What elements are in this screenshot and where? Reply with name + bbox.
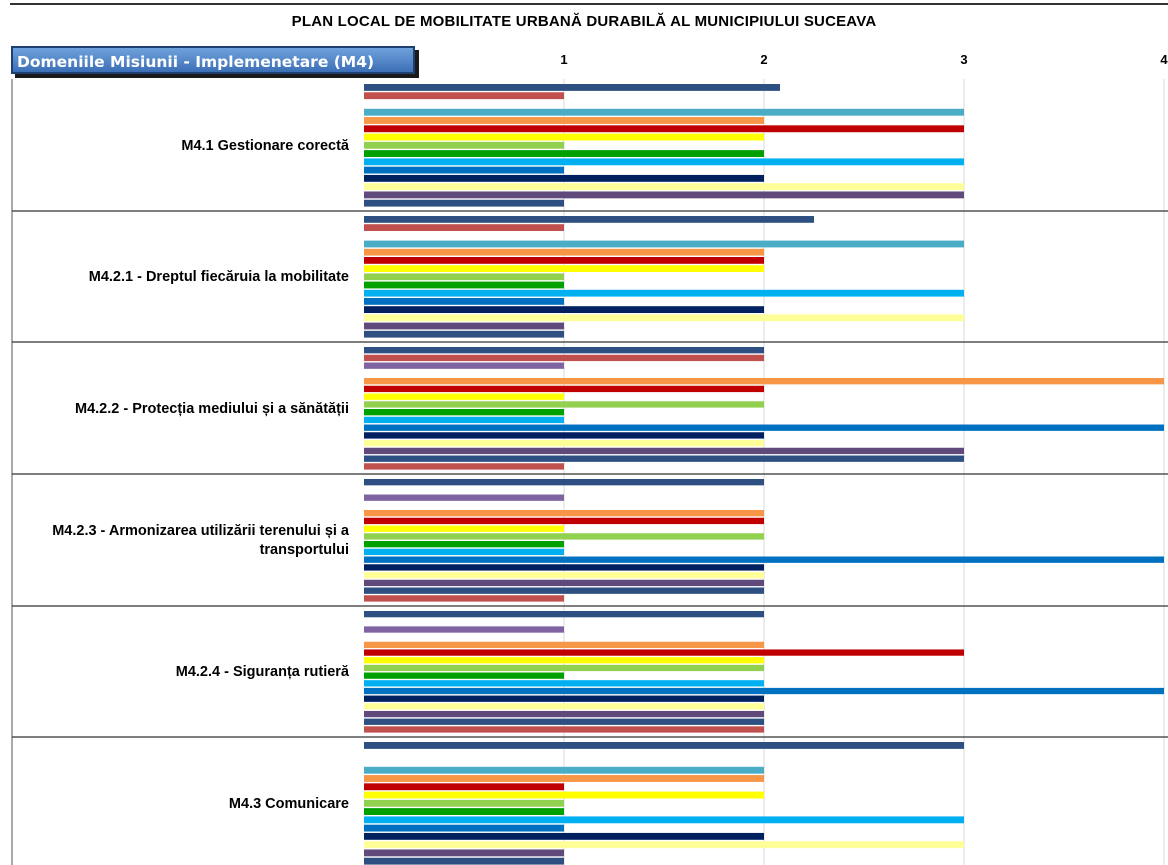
bar [364, 416, 564, 424]
bar [364, 216, 814, 223]
bar [364, 354, 764, 362]
chart-badge-title: Domeniile Misiunii - Implemenetare (M4) [11, 46, 415, 74]
bar [364, 579, 764, 587]
bar [364, 587, 764, 594]
bar [364, 664, 764, 672]
bar [364, 409, 564, 416]
bar [364, 479, 764, 486]
category-label: M4.1 Gestionare corectă [181, 137, 349, 154]
bar [364, 447, 964, 455]
category-label: M4.2.4 - Siguranța rutieră [175, 664, 349, 680]
bar [364, 824, 564, 832]
category-label: M4.3 Comunicare [228, 795, 349, 812]
top-rule [10, 3, 1168, 5]
bar [364, 680, 764, 687]
bar [364, 572, 764, 579]
bar [364, 791, 764, 799]
bar [364, 257, 764, 264]
bar [364, 703, 764, 710]
bar [364, 347, 764, 354]
bar [364, 742, 964, 749]
bar [364, 432, 764, 439]
bar [364, 298, 564, 305]
document-title: PLAN LOCAL DE MOBILITATE URBANĂ DURABILĂ… [291, 13, 877, 30]
bar [364, 92, 564, 100]
bar [364, 525, 564, 532]
bar [364, 494, 564, 501]
bar [364, 401, 764, 408]
x-tick-label: 3 [960, 52, 967, 67]
bar [364, 224, 564, 231]
bar [364, 378, 1164, 385]
bar [364, 174, 764, 182]
bar [364, 362, 564, 369]
bar [364, 649, 964, 656]
bar [364, 455, 964, 462]
bar [364, 816, 964, 824]
bar [364, 306, 764, 313]
bar [364, 158, 964, 166]
bar [364, 314, 964, 322]
bar [364, 641, 764, 649]
bar [364, 322, 564, 330]
bar [364, 841, 964, 849]
bar [364, 510, 764, 517]
bar [364, 117, 764, 124]
bar [364, 849, 564, 857]
bar [364, 548, 564, 556]
x-tick-label: 2 [760, 52, 767, 67]
bar [364, 710, 764, 718]
bar [364, 393, 564, 400]
bar [364, 718, 764, 725]
bar [364, 626, 564, 633]
bar [364, 595, 564, 602]
bar [364, 240, 964, 248]
bar [364, 808, 564, 815]
bar [364, 857, 564, 865]
bar [364, 564, 764, 571]
bar [364, 541, 564, 548]
bar [364, 133, 764, 141]
bar [364, 273, 564, 281]
bar [364, 289, 964, 297]
category-label: M4.2.2 - Protecția mediului și a sănătăț… [75, 400, 349, 417]
bar [364, 265, 764, 272]
x-tick-label: 4 [1160, 52, 1168, 67]
x-tick-label: 1 [560, 52, 567, 67]
bar [364, 533, 764, 540]
category-label: M4.2.3 - Armonizarea utilizării terenulu… [52, 523, 349, 558]
bar [364, 695, 764, 702]
bar [364, 281, 564, 289]
bar [364, 556, 1164, 563]
bar [364, 330, 564, 338]
bar [364, 84, 780, 91]
bar [364, 108, 964, 116]
bar [364, 832, 764, 840]
bar [364, 183, 964, 191]
bar [364, 672, 564, 679]
bar [364, 150, 764, 157]
bar [364, 141, 564, 149]
bar [364, 440, 764, 447]
category-label: M4.2.1 - Dreptul fiecăruia la mobilitate [88, 269, 349, 285]
bar [364, 385, 764, 393]
bar [364, 687, 1164, 695]
bar [364, 424, 1164, 431]
bar [364, 726, 764, 733]
bar [364, 191, 964, 199]
bar [364, 611, 764, 618]
bar [364, 125, 964, 133]
bar [364, 799, 564, 807]
bar [364, 657, 764, 664]
bar [364, 766, 764, 774]
bar [364, 775, 764, 782]
bar [364, 248, 764, 256]
bar [364, 199, 564, 207]
bar [364, 783, 564, 791]
bar [364, 463, 564, 470]
bar [364, 517, 764, 525]
bar [364, 166, 564, 174]
